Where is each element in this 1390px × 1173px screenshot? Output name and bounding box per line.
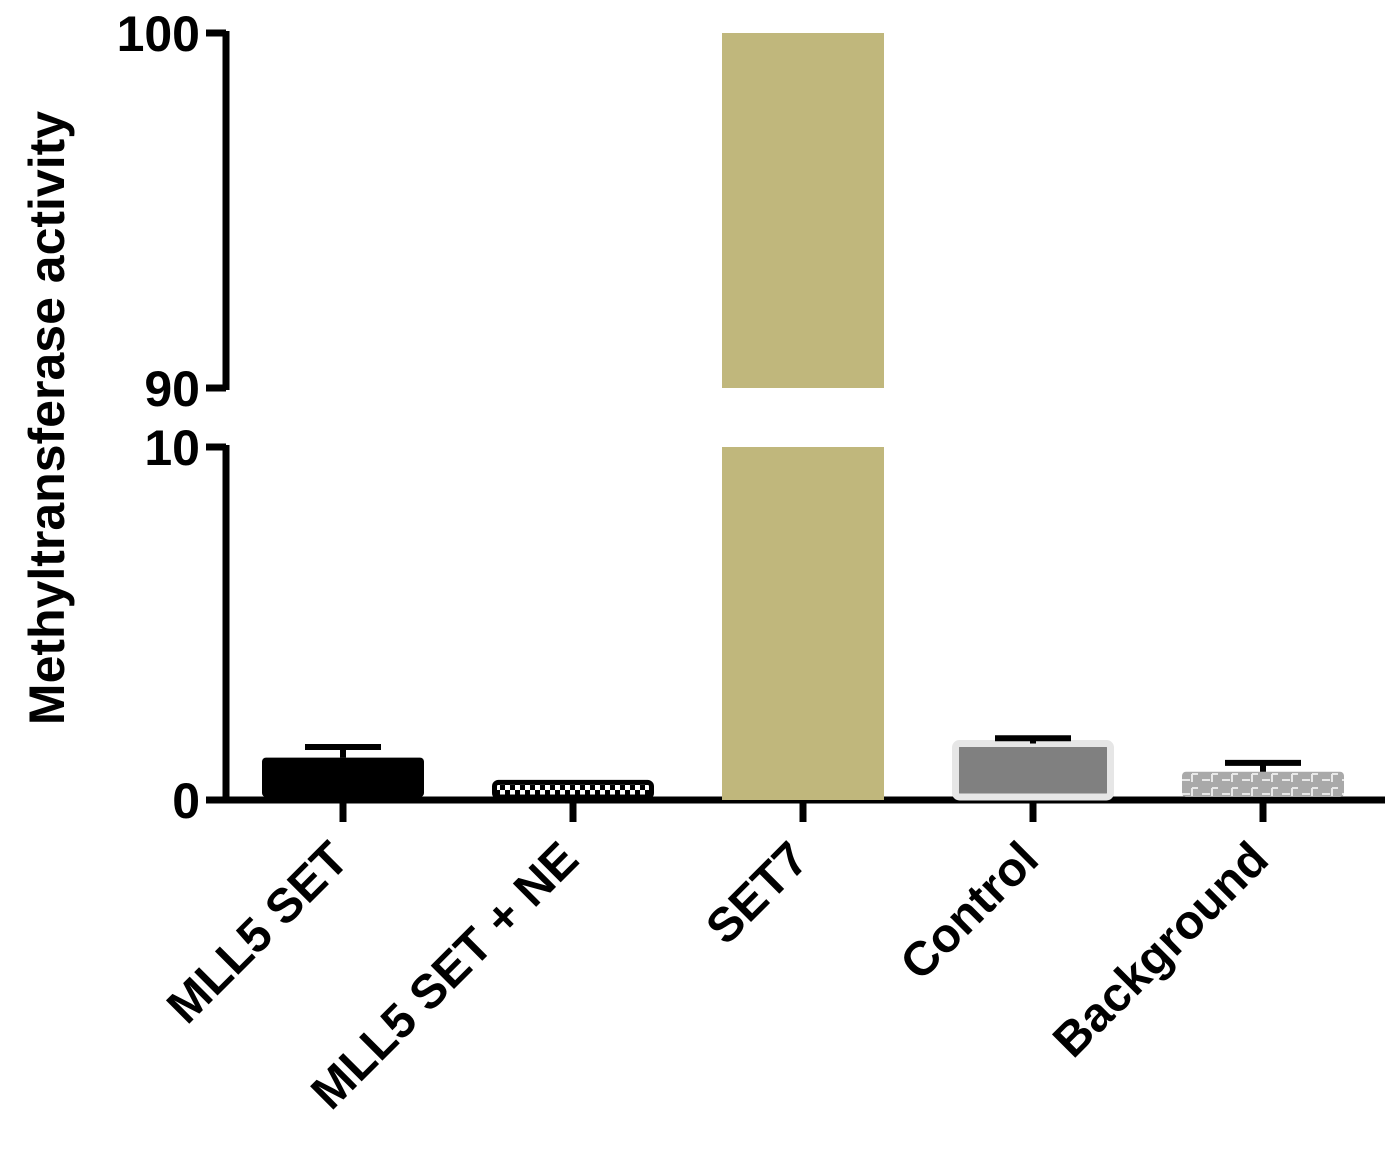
bar [952,740,1114,801]
y-tick-label: 10 [144,420,200,476]
bars [262,33,1344,801]
bar [492,779,654,800]
bar [1182,771,1344,797]
bar [722,33,884,388]
bar [722,447,884,800]
y-tick-label: 90 [144,361,200,417]
x-tick-label: MLL5 SET [157,832,359,1034]
x-tick-label: SET7 [696,832,818,954]
y-tick-label: 0 [172,773,200,829]
x-tick-label: Background [1043,832,1278,1067]
x-tick-label: Control [891,832,1049,990]
y-tick-label: 100 [117,6,200,62]
y-axis-title: Methyltransferase activity [19,111,75,725]
bar [262,757,424,797]
